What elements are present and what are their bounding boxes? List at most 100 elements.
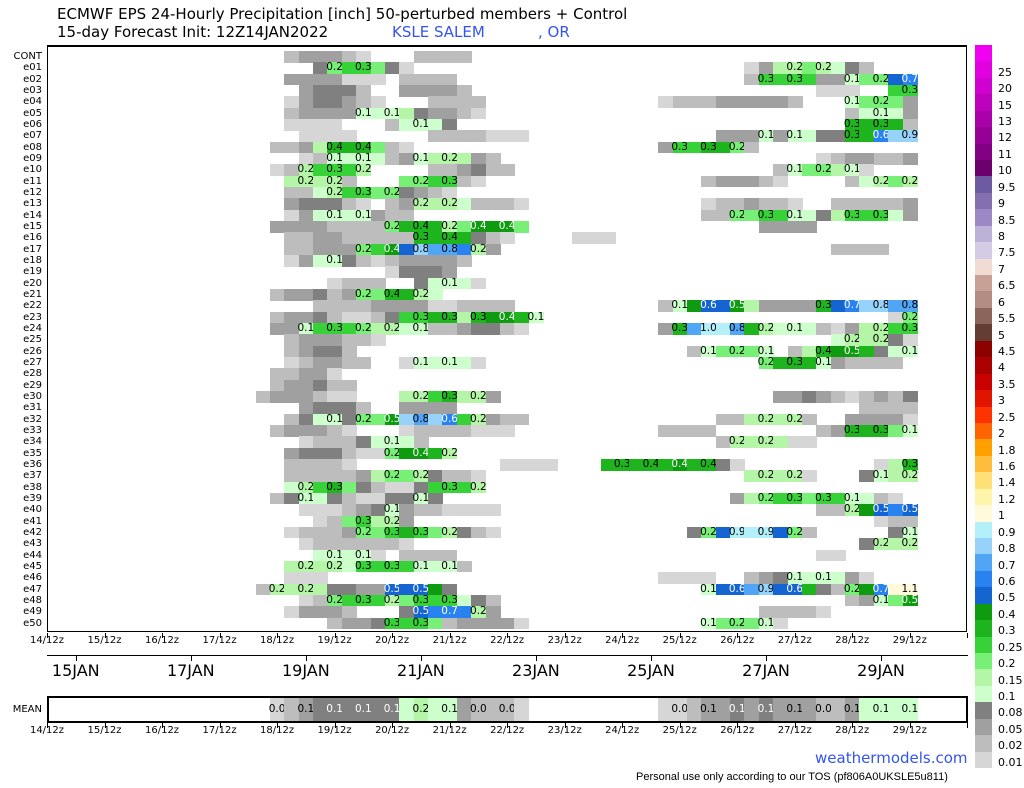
heatmap-cell (313, 288, 328, 301)
heatmap-cell (298, 356, 314, 369)
heatmap-cell (341, 73, 357, 86)
cell-value-label: 0.3 (355, 560, 372, 572)
heatmap-cell (758, 175, 774, 188)
cell-value-label: 0.2 (757, 492, 775, 505)
heatmap-cell (356, 492, 372, 505)
cell-value-label: 0.2 (728, 344, 746, 357)
heatmap-cell (888, 402, 904, 414)
colorbar-label: 2.5 (998, 410, 1016, 424)
heatmap-cell (888, 84, 904, 97)
heatmap-cell (413, 84, 429, 97)
time-tick-label: 17/12z (202, 725, 237, 736)
heatmap-cell (327, 334, 343, 346)
heatmap-cell (730, 436, 746, 448)
heatmap-cell (327, 62, 343, 74)
heatmap-cell (773, 413, 789, 426)
heatmap-cell (514, 413, 530, 426)
cell-value-label: 0.1 (297, 322, 315, 335)
cell-value-label: 0.1 (412, 560, 430, 572)
heatmap-cell (341, 583, 357, 596)
heatmap-cell (327, 186, 343, 199)
heatmap-cell (686, 141, 702, 154)
colorbar-swatch (975, 669, 992, 687)
heatmap-cell (399, 447, 415, 460)
heatmap-cell (873, 198, 889, 210)
heatmap-cell (485, 311, 501, 324)
time-tick-label: 15/12z (87, 635, 122, 646)
heatmap-cell (730, 345, 746, 358)
heatmap-cell (298, 243, 314, 256)
heatmap-cell (428, 481, 444, 494)
heatmap-cell (471, 594, 487, 607)
heatmap-cell (298, 492, 314, 505)
heatmap-cell (902, 583, 918, 596)
heatmap-cell (399, 186, 415, 199)
cell-value-label: 0.1 (786, 129, 804, 142)
heatmap-cell (313, 470, 328, 482)
heatmap-cell (456, 300, 472, 312)
heatmap-cell (413, 606, 429, 618)
heatmap-cell (859, 390, 875, 403)
heatmap-cell (859, 198, 875, 210)
heatmap-cell (399, 209, 415, 222)
heatmap-cell (773, 209, 789, 222)
heatmap-cell (313, 526, 328, 539)
heatmap-cell (471, 198, 487, 210)
heatmap-cell (845, 209, 861, 222)
heatmap-cell (672, 572, 688, 584)
heatmap-cell (715, 413, 731, 426)
heatmap-cell (686, 424, 702, 437)
heatmap-cell (370, 186, 386, 199)
site-link[interactable]: weathermodels.com (815, 749, 968, 767)
cell-value-label: 0.1 (700, 703, 717, 715)
heatmap-cell (442, 322, 458, 335)
heatmap-cell (787, 413, 803, 426)
heatmap-cell (341, 232, 357, 244)
heatmap-cell (888, 96, 904, 108)
member-label: e36 (23, 458, 42, 470)
heatmap-cell (442, 413, 458, 426)
heatmap-cell (801, 322, 817, 335)
heatmap-cell (327, 515, 343, 528)
heatmap-cell (384, 583, 400, 596)
heatmap-cell (370, 300, 386, 312)
cell-value-label: 0.4 (498, 310, 516, 323)
heatmap-cell (873, 538, 889, 550)
heatmap-cell (384, 481, 400, 494)
heatmap-cell (327, 254, 343, 267)
heatmap-cell (384, 62, 400, 74)
cell-value-label: 0.2 (355, 412, 372, 425)
colorbar-label: 0.8 (998, 542, 1016, 556)
heatmap-cell (859, 130, 875, 142)
cell-value-label: 0.2 (297, 582, 315, 595)
heatmap-cell (701, 572, 717, 584)
heatmap-cell (356, 560, 372, 573)
heatmap-cell (845, 594, 861, 607)
cell-value-label: 0.2 (268, 582, 286, 595)
heatmap-cell (888, 130, 904, 142)
cell-value-label: 0.6 (728, 582, 746, 595)
heatmap-cell (413, 311, 429, 324)
heatmap-cell (701, 322, 717, 335)
heatmap-cell (773, 492, 789, 505)
heatmap-cell (413, 617, 429, 630)
cell-value-label: 0.2 (412, 174, 430, 187)
heatmap-cell (327, 243, 343, 256)
heatmap-cell (744, 572, 760, 584)
cell-value-label: 0.2 (412, 469, 430, 482)
heatmap-cell (341, 51, 357, 63)
heatmap-cell (284, 141, 300, 154)
heatmap-cell (269, 424, 285, 437)
heatmap-cell (341, 458, 357, 471)
heatmap-cell (888, 390, 904, 403)
heatmap-cell (356, 277, 372, 290)
heatmap-cell (471, 606, 487, 618)
heatmap-cell (758, 198, 774, 210)
heatmap-cell (744, 492, 760, 505)
mean-label: MEAN (12, 704, 42, 715)
cell-value-label: 0.3 (326, 163, 343, 176)
heatmap-cell (888, 492, 904, 505)
heatmap-cell (730, 492, 746, 505)
heatmap-cell (298, 560, 314, 573)
heatmap-cell (313, 118, 328, 131)
